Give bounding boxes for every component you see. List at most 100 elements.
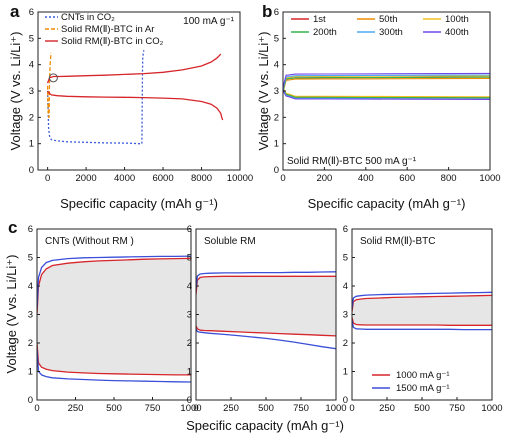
axis-c-0-xtick-label: 750 bbox=[145, 403, 161, 414]
axis-a-ytick-label: 4 bbox=[29, 60, 34, 71]
series-line-a-2 bbox=[47, 90, 224, 121]
axis-a-ytick-label: 6 bbox=[29, 7, 34, 18]
axis-c-0-ytick-label: 2 bbox=[28, 338, 33, 349]
annotation-a: 100 mA g⁻¹ bbox=[183, 16, 235, 27]
legend-label-b: 200th bbox=[313, 27, 337, 38]
axis-b-xtick-label: 1000 bbox=[479, 173, 500, 184]
series-discharge-c-1-0 bbox=[196, 325, 336, 337]
axis-c-2-xtick-label: 250 bbox=[379, 403, 395, 414]
series-charge-b-1 bbox=[283, 77, 490, 94]
axis-c-1-xtick-label: 500 bbox=[258, 403, 274, 414]
y-axis-label-b: Voltage (V vs. Li/Li⁺) bbox=[256, 32, 271, 151]
axis-c-1-xtick-label: 750 bbox=[293, 403, 309, 414]
series-discharge-c-0-0 bbox=[37, 342, 191, 376]
axis-c-1-ytick-label: 2 bbox=[187, 338, 192, 349]
axis-c-1-xtick-label: 250 bbox=[223, 403, 239, 414]
legend-label-a: Solid RM(Ⅱ)-BTC in Ar bbox=[61, 24, 154, 35]
axis-c-0-ytick-label: 1 bbox=[28, 367, 33, 378]
subpanel-title-c-2: Solid RM(Ⅱ)-BTC bbox=[360, 236, 435, 247]
x-axis-label-c: Specific capacity (mAh g⁻¹) bbox=[186, 418, 344, 433]
axis-c-2-ytick-label: 5 bbox=[343, 253, 348, 264]
series-charge-b-5 bbox=[283, 72, 490, 89]
axis-c-1-ytick-label: 6 bbox=[187, 224, 192, 235]
axis-c-1-ytick-label: 1 bbox=[187, 367, 192, 378]
panel-label-c: c bbox=[8, 218, 17, 237]
legend-label-c: 1000 mA g⁻¹ bbox=[396, 370, 450, 381]
axis-b-ytick-label: 4 bbox=[274, 60, 279, 71]
axis-c-0-ytick-label: 5 bbox=[28, 253, 33, 264]
axis-b-ytick-label: 6 bbox=[274, 7, 279, 18]
axis-c-0-xtick-label: 250 bbox=[68, 403, 84, 414]
series-line-a-0 bbox=[46, 50, 145, 145]
y-axis-label-a: Voltage (V vs. Li/Li⁺) bbox=[8, 32, 23, 151]
legend-label-b: 100th bbox=[445, 14, 469, 25]
axis-c-0-xtick-label: 1000 bbox=[180, 403, 201, 414]
series-discharge-c-2-0 bbox=[352, 317, 492, 326]
x-axis-label-b: Specific capacity (mAh g⁻¹) bbox=[308, 196, 466, 211]
axis-a-ytick-label: 5 bbox=[29, 33, 34, 44]
axis-a-ytick-label: 3 bbox=[29, 86, 34, 97]
panel-label-a: a bbox=[10, 2, 20, 21]
series-discharge-c-2-1 bbox=[352, 320, 492, 331]
gap-fill-c-1 bbox=[196, 276, 336, 336]
axis-b-ytick-label: 3 bbox=[274, 86, 279, 97]
axis-a-xtick-label: 8000 bbox=[191, 173, 212, 184]
annotation-b: Solid RM(Ⅱ)-BTC 500 mA g⁻¹ bbox=[287, 156, 417, 167]
legend-label-b: 50th bbox=[379, 14, 398, 25]
axis-c-2-ytick-label: 3 bbox=[343, 310, 348, 321]
series-charge-c-0-1 bbox=[37, 255, 191, 309]
panel-label-b: b bbox=[262, 2, 272, 21]
gap-fill-c-2 bbox=[352, 295, 492, 326]
axis-c-2-ytick-label: 2 bbox=[343, 338, 348, 349]
legend-label-a: Solid RM(Ⅱ)-BTC in CO₂ bbox=[61, 36, 164, 47]
axis-c-1-ytick-label: 4 bbox=[187, 281, 192, 292]
axis-b-xtick-label: 0 bbox=[280, 173, 285, 184]
axis-c-2-xtick-label: 0 bbox=[349, 403, 354, 414]
series-charge-c-1-0 bbox=[196, 275, 336, 295]
axis-c-0-xtick-label: 500 bbox=[106, 403, 122, 414]
highlight-circle-a bbox=[48, 73, 58, 83]
axis-c-0-ytick-label: 6 bbox=[28, 224, 33, 235]
subpanel-title-c-1: Soluble RM bbox=[204, 236, 256, 247]
axis-b-xtick-label: 200 bbox=[316, 173, 332, 184]
axis-a-xtick-label: 2000 bbox=[76, 173, 97, 184]
series-charge-c-2-0 bbox=[352, 294, 492, 312]
axis-b-xtick-label: 600 bbox=[399, 173, 415, 184]
axis-c-2-xtick-label: 1000 bbox=[481, 403, 502, 414]
legend-label-c: 1500 mA g⁻¹ bbox=[396, 383, 450, 394]
axis-c-2-xtick-label: 750 bbox=[449, 403, 465, 414]
legend-label-a: CNTs in CO₂ bbox=[61, 12, 115, 23]
axis-c-2-xtick-label: 500 bbox=[414, 403, 430, 414]
axis-c-1-ytick-label: 5 bbox=[187, 253, 192, 264]
subpanel-title-c-0: CNTs (Without RM ) bbox=[45, 236, 134, 247]
axis-c-1-xtick-label: 1000 bbox=[325, 403, 346, 414]
series-discharge-c-0-1 bbox=[37, 348, 191, 383]
axis-a-xtick-label: 4000 bbox=[114, 173, 135, 184]
axis-b-ytick-label: 0 bbox=[274, 165, 279, 176]
legend-label-b: 1st bbox=[313, 14, 326, 25]
axis-c-2-ytick-label: 0 bbox=[343, 395, 348, 406]
axis-b-xtick-label: 800 bbox=[441, 173, 457, 184]
axis-a-ytick-label: 0 bbox=[29, 165, 34, 176]
axis-c-0-ytick-label: 3 bbox=[28, 310, 33, 321]
axis-a-xtick-label: 10000 bbox=[227, 173, 253, 184]
x-axis-label-a: Specific capacity (mAh g⁻¹) bbox=[60, 196, 218, 211]
legend-label-b: 400th bbox=[445, 27, 469, 38]
series-discharge-c-1-1 bbox=[196, 328, 336, 350]
y-axis-label-c: Voltage (V vs. Li/Li⁺) bbox=[4, 255, 19, 374]
series-discharge-b-2 bbox=[283, 85, 490, 98]
axis-c-0-xtick-label: 0 bbox=[34, 403, 39, 414]
series-discharge-b-0 bbox=[283, 86, 490, 98]
axis-b-xtick-label: 400 bbox=[358, 173, 374, 184]
series-line-a-1 bbox=[46, 52, 52, 118]
axis-c-1-xtick-label: 0 bbox=[193, 403, 198, 414]
gap-fill-c-0 bbox=[37, 258, 191, 375]
axis-b-ytick-label: 1 bbox=[274, 139, 279, 150]
axis-c-0-ytick-label: 4 bbox=[28, 281, 33, 292]
axis-b-ytick-label: 5 bbox=[274, 33, 279, 44]
axis-a-ytick-label: 1 bbox=[29, 139, 34, 150]
axis-a-xtick-label: 0 bbox=[45, 173, 50, 184]
axis-a-xtick-label: 6000 bbox=[152, 173, 173, 184]
series-discharge-b-5 bbox=[283, 88, 490, 100]
axis-b-ytick-label: 2 bbox=[274, 112, 279, 123]
